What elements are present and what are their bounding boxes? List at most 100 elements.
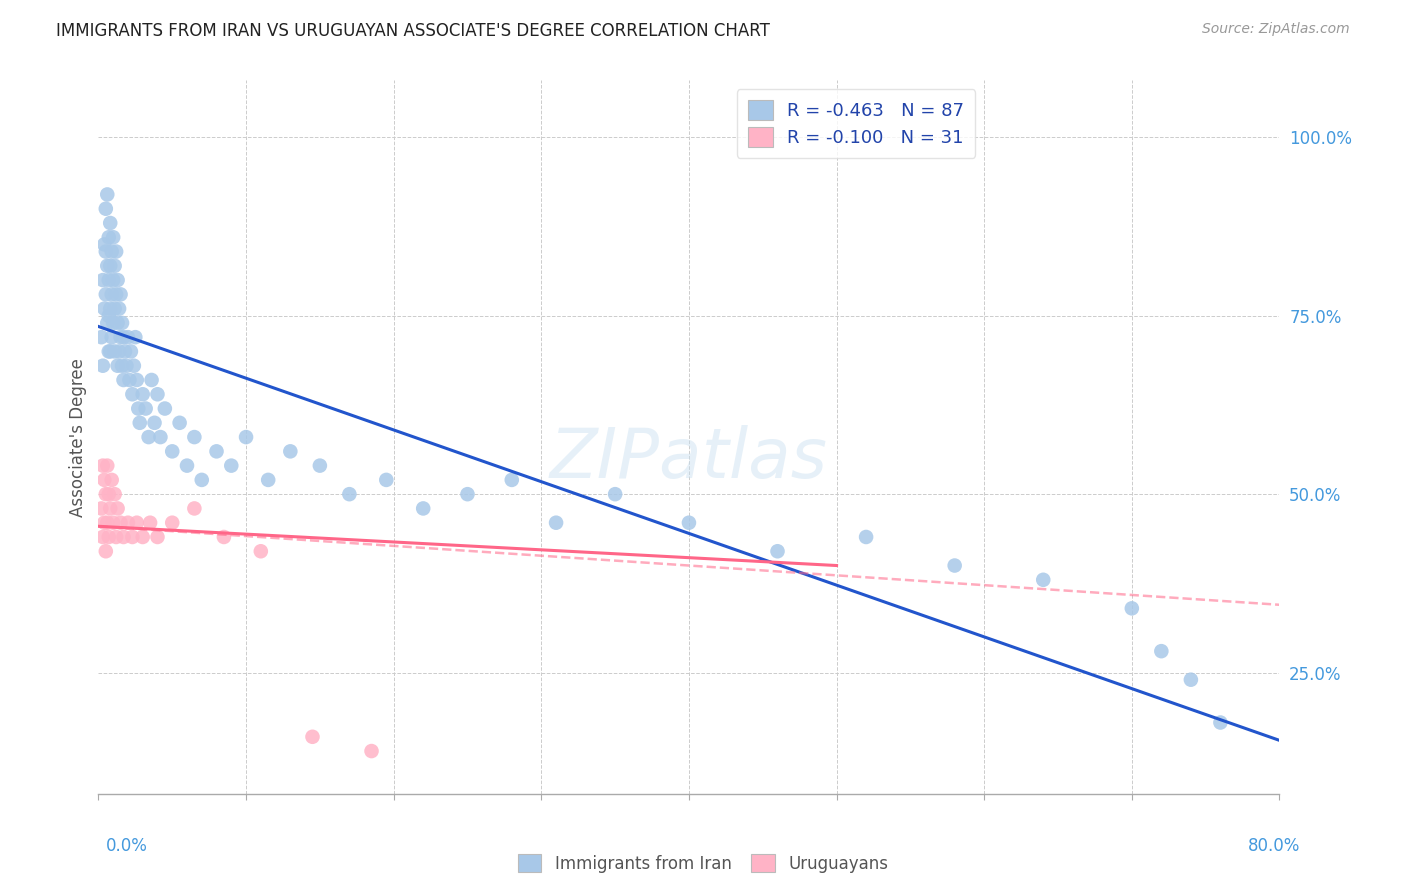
Point	[103, 273, 125, 287]
Point	[678, 516, 700, 530]
Point	[1121, 601, 1143, 615]
Point	[112, 530, 135, 544]
Point	[250, 544, 273, 558]
Point	[128, 416, 150, 430]
Point	[143, 416, 166, 430]
Point	[91, 458, 114, 473]
Point	[97, 309, 120, 323]
Point	[98, 301, 121, 316]
Point	[183, 430, 205, 444]
Point	[412, 501, 434, 516]
Point	[105, 530, 128, 544]
Text: 0.0%: 0.0%	[105, 837, 148, 855]
Point	[1209, 715, 1232, 730]
Point	[141, 373, 163, 387]
Y-axis label: Associate's Degree: Associate's Degree	[69, 358, 87, 516]
Point	[93, 516, 115, 530]
Point	[301, 730, 323, 744]
Point	[100, 287, 122, 301]
Point	[96, 187, 118, 202]
Point	[103, 230, 125, 244]
Point	[125, 373, 148, 387]
Point	[1032, 573, 1054, 587]
Point	[221, 458, 243, 473]
Point	[280, 444, 302, 458]
Point	[97, 230, 120, 244]
Point	[162, 516, 183, 530]
Text: ZIPatlas: ZIPatlas	[550, 425, 828, 492]
Point	[125, 516, 148, 530]
Point	[115, 359, 138, 373]
Point	[93, 473, 115, 487]
Point	[117, 516, 139, 530]
Point	[98, 216, 121, 230]
Point	[91, 359, 114, 373]
Point	[138, 430, 160, 444]
Point	[110, 516, 132, 530]
Point	[176, 458, 198, 473]
Point	[90, 501, 112, 516]
Text: 80.0%: 80.0%	[1249, 837, 1301, 855]
Legend: Immigrants from Iran, Uruguayans: Immigrants from Iran, Uruguayans	[512, 847, 894, 880]
Point	[943, 558, 966, 573]
Point	[97, 487, 120, 501]
Point	[605, 487, 627, 501]
Point	[104, 301, 127, 316]
Point	[501, 473, 523, 487]
Point	[183, 501, 205, 516]
Point	[139, 516, 162, 530]
Point	[107, 359, 129, 373]
Point	[121, 530, 143, 544]
Point	[105, 287, 128, 301]
Point	[114, 344, 136, 359]
Point	[855, 530, 877, 544]
Text: Source: ZipAtlas.com: Source: ZipAtlas.com	[1202, 22, 1350, 37]
Point	[93, 301, 115, 316]
Point	[546, 516, 568, 530]
Point	[117, 330, 139, 344]
Point	[96, 316, 118, 330]
Point	[257, 473, 280, 487]
Point	[132, 530, 155, 544]
Point	[97, 530, 120, 544]
Point	[93, 237, 115, 252]
Point	[100, 244, 122, 259]
Point	[766, 544, 789, 558]
Point	[1180, 673, 1202, 687]
Point	[107, 273, 129, 287]
Point	[100, 330, 122, 344]
Point	[121, 387, 143, 401]
Point	[146, 530, 169, 544]
Point	[104, 259, 127, 273]
Point	[107, 501, 129, 516]
Point	[146, 387, 169, 401]
Point	[110, 287, 132, 301]
Point	[100, 473, 122, 487]
Point	[457, 487, 479, 501]
Point	[212, 530, 235, 544]
Point	[98, 501, 121, 516]
Point	[91, 273, 114, 287]
Point	[104, 487, 127, 501]
Point	[97, 273, 120, 287]
Point	[135, 401, 157, 416]
Point	[111, 316, 134, 330]
Point	[169, 416, 191, 430]
Point	[124, 330, 146, 344]
Point	[94, 244, 117, 259]
Point	[104, 344, 127, 359]
Point	[97, 344, 120, 359]
Point	[94, 544, 117, 558]
Text: IMMIGRANTS FROM IRAN VS URUGUAYAN ASSOCIATE'S DEGREE CORRELATION CHART: IMMIGRANTS FROM IRAN VS URUGUAYAN ASSOCI…	[56, 22, 770, 40]
Point	[1150, 644, 1173, 658]
Point	[94, 202, 117, 216]
Point	[105, 244, 128, 259]
Point	[94, 287, 117, 301]
Point	[103, 316, 125, 330]
Point	[96, 516, 118, 530]
Point	[162, 444, 183, 458]
Point	[120, 344, 142, 359]
Point	[375, 473, 398, 487]
Point	[132, 387, 155, 401]
Point	[96, 458, 118, 473]
